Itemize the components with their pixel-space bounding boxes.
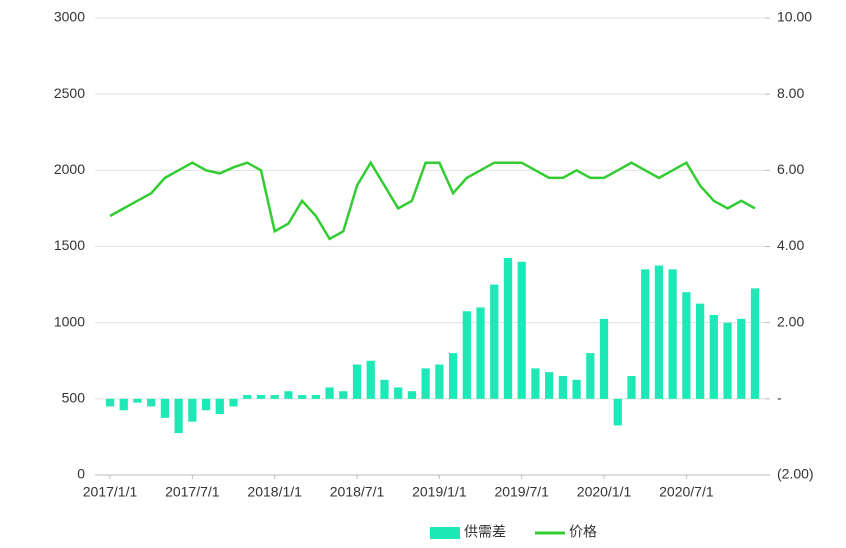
- bar: [366, 360, 375, 399]
- x-tick-label: 2019/1/1: [412, 484, 467, 500]
- line: [109, 160, 756, 241]
- bar: [545, 372, 554, 399]
- bar: [380, 379, 389, 399]
- x-tick-label: 2020/1/1: [577, 484, 632, 500]
- y2-tick-label: (2.00): [777, 466, 814, 482]
- y2-tick-label: 10.00: [777, 9, 812, 25]
- bar: [229, 398, 238, 407]
- bar: [641, 269, 650, 399]
- y2-tick-label: 8.00: [777, 85, 804, 101]
- bar: [558, 375, 567, 399]
- bar: [586, 353, 595, 399]
- y-tick-label: 0: [77, 466, 85, 482]
- bar: [407, 391, 417, 399]
- bar: [201, 398, 211, 411]
- bar: [174, 398, 183, 434]
- x-tick-label: 2018/1/1: [247, 484, 302, 500]
- bar: [654, 265, 664, 399]
- y2-tick-label: 2.00: [777, 313, 804, 329]
- bar: [119, 398, 128, 411]
- x-tick-label: 2019/7/1: [494, 484, 549, 500]
- bar: [256, 395, 266, 399]
- bar: [627, 375, 636, 399]
- x-tick-label: 2020/7/1: [659, 484, 714, 500]
- bar: [695, 303, 705, 399]
- bar: [421, 368, 430, 399]
- legend-label: 供需差: [464, 524, 506, 540]
- y-tick-label: 500: [62, 390, 86, 406]
- bar: [270, 395, 279, 399]
- legend-swatch: [430, 527, 460, 539]
- bar: [215, 398, 224, 415]
- bar: [298, 395, 307, 399]
- bar: [531, 368, 540, 399]
- bar: [682, 292, 691, 399]
- x-tick-label: 2018/7/1: [330, 484, 385, 500]
- bar: [284, 391, 293, 399]
- bar: [311, 395, 320, 399]
- legend-label: 价格: [569, 524, 597, 540]
- y2-tick-label: 6.00: [777, 161, 804, 177]
- bar: [243, 395, 252, 399]
- bar: [709, 315, 718, 399]
- x-tick-label: 2017/1/1: [83, 484, 138, 500]
- bar: [723, 322, 732, 399]
- bar: [105, 398, 115, 407]
- y2-tick-label: -: [777, 390, 782, 406]
- x-tick-label: 2017/7/1: [165, 484, 220, 500]
- bar: [572, 379, 581, 399]
- bar: [188, 398, 197, 422]
- y-tick-label: 1500: [54, 237, 85, 253]
- bar: [325, 387, 334, 399]
- bar: [147, 398, 156, 407]
- bar: [613, 398, 622, 426]
- bar: [517, 261, 526, 399]
- bar: [668, 269, 677, 399]
- bar: [476, 307, 485, 399]
- bar: [160, 398, 170, 418]
- bar: [750, 288, 760, 399]
- bar: [394, 387, 403, 399]
- bar: [490, 284, 499, 399]
- bar: [503, 257, 513, 399]
- bar: [462, 311, 471, 399]
- bar: [133, 398, 142, 403]
- bar: [737, 318, 746, 399]
- bar: [339, 391, 348, 399]
- y-tick-label: 2500: [54, 85, 85, 101]
- y-tick-label: 2000: [54, 161, 85, 177]
- bar: [352, 364, 362, 399]
- bar: [448, 353, 458, 399]
- y-tick-label: 3000: [54, 9, 85, 25]
- bar: [435, 364, 444, 399]
- bar: [599, 318, 609, 399]
- y2-tick-label: 4.00: [777, 237, 804, 253]
- y-tick-label: 1000: [54, 313, 85, 329]
